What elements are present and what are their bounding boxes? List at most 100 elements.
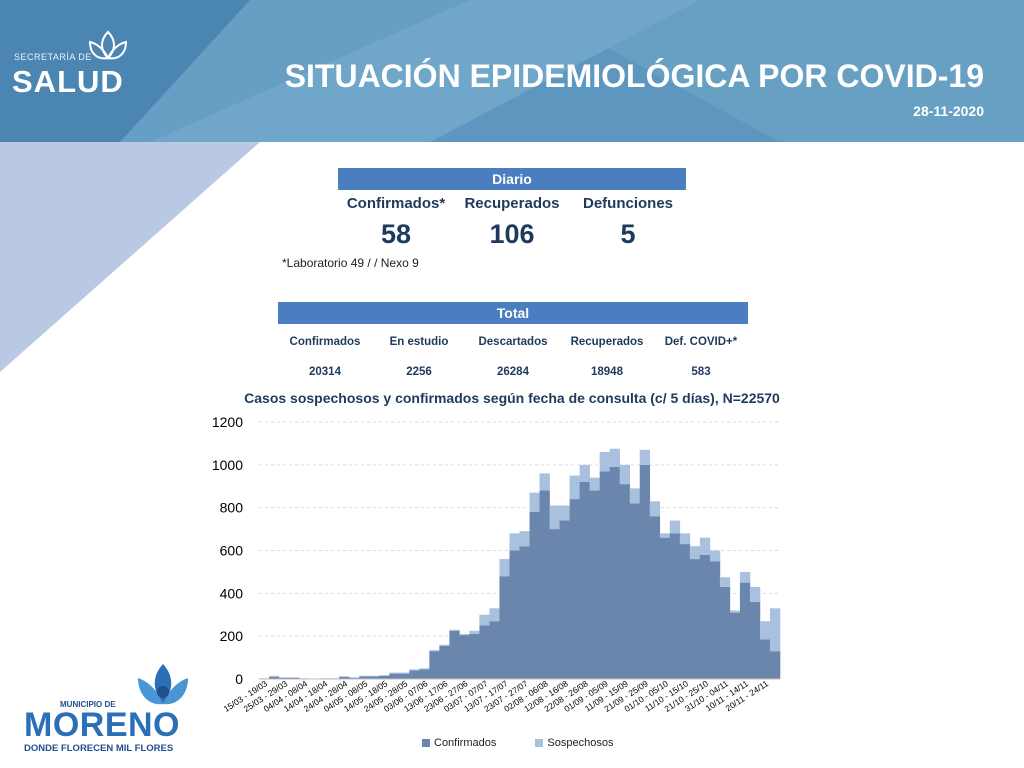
total-label-descartados: Descartados — [478, 336, 548, 348]
bar-confirmados-50 — [759, 639, 771, 679]
bar-sospechosos-41 — [669, 520, 681, 534]
daily-label-recuperados: Recuperados — [464, 195, 560, 212]
bar-sospechosos-35 — [609, 448, 620, 467]
chart-legend: Confirmados Sospechosos — [422, 737, 649, 749]
bar-confirmados-30 — [559, 520, 570, 679]
bar-confirmados-29 — [549, 529, 560, 679]
bar-sospechosos-14 — [399, 672, 410, 674]
bar-confirmados-42 — [679, 544, 691, 679]
bar-sospechosos-23 — [489, 608, 500, 622]
total-value-descartados: 26284 — [497, 366, 529, 378]
bar-confirmados-48 — [739, 582, 751, 680]
bar-sospechosos-38 — [639, 449, 651, 465]
bar-confirmados-44 — [699, 554, 711, 679]
bar-confirmados-8 — [339, 676, 350, 679]
legend-swatch-sospechosos — [535, 739, 544, 748]
bar-confirmados-33 — [589, 490, 600, 679]
secretaria-salud-logo: SECRETARÍA DE SALUD — [12, 28, 142, 99]
total-table: Total Confirmados En estudio Descartados… — [278, 302, 748, 378]
daily-value-defunciones: 5 — [620, 219, 636, 249]
bar-sospechosos-11 — [369, 675, 380, 677]
bar-confirmados-10 — [359, 676, 370, 679]
bar-confirmados-14 — [399, 673, 410, 679]
legend-swatch-confirmados — [422, 739, 430, 748]
bar-confirmados-23 — [489, 621, 500, 679]
bar-sospechosos-48 — [739, 571, 751, 583]
daily-label-defunciones: Defunciones — [582, 195, 673, 212]
bar-sospechosos-18 — [439, 644, 450, 646]
bar-sospechosos-34 — [599, 451, 610, 472]
y-tick-label: 1200 — [212, 414, 243, 430]
bar-confirmados-28 — [539, 490, 550, 679]
bar-sospechosos-40 — [659, 533, 671, 538]
bar-confirmados-13 — [389, 673, 400, 679]
bar-sospechosos-42 — [679, 533, 691, 545]
total-label-recuperados: Recuperados — [570, 336, 644, 348]
side-decoration — [0, 142, 260, 372]
bar-sospechosos-2 — [279, 677, 290, 678]
report-date: 28-11-2020 — [913, 103, 984, 119]
bar-confirmados-32 — [579, 481, 590, 679]
logo-small-text: SECRETARÍA DE — [14, 52, 92, 62]
flower-icon — [88, 30, 128, 60]
bar-sospechosos-25 — [509, 533, 520, 551]
bar-sospechosos-37 — [629, 488, 641, 504]
bar-sospechosos-1 — [269, 675, 280, 677]
bar-confirmados-34 — [599, 471, 610, 679]
bar-sospechosos-43 — [689, 546, 701, 560]
bar-confirmados-36 — [619, 484, 631, 679]
bar-confirmados-2 — [279, 677, 290, 679]
total-value-confirmados: 20314 — [309, 366, 341, 378]
bar-confirmados-45 — [709, 561, 721, 679]
municipio-moreno-logo: MUNICIPIO DE MORENO DONDE FLORECEN MIL F… — [24, 660, 204, 760]
bar-confirmados-15 — [409, 670, 420, 679]
bar-confirmados-20 — [459, 635, 470, 679]
bar-sospechosos-26 — [519, 531, 530, 547]
bar-confirmados-9 — [349, 677, 360, 679]
moreno-logo-tagline: DONDE FLORECEN MIL FLORES — [24, 743, 174, 754]
legend-label-sospechosos: Sospechosos — [547, 737, 614, 750]
bar-sospechosos-32 — [579, 464, 590, 482]
bar-sospechosos-24 — [499, 559, 510, 577]
bar-sospechosos-9 — [349, 677, 360, 678]
legend-label-confirmados: Confirmados — [434, 737, 497, 750]
total-value-recuperados: 18948 — [591, 366, 623, 378]
bar-confirmados-18 — [439, 645, 450, 679]
page-title: SITUACIÓN EPIDEMIOLÓGICA POR COVID-19 — [284, 58, 984, 94]
bar-sospechosos-22 — [479, 614, 490, 626]
bar-sospechosos-8 — [339, 676, 350, 677]
bar-sospechosos-47 — [729, 610, 741, 613]
total-value-en-estudio: 2256 — [406, 366, 432, 378]
bar-confirmados-38 — [639, 464, 651, 679]
bar-sospechosos-21 — [469, 630, 480, 635]
bar-confirmados-26 — [519, 546, 530, 679]
bar-sospechosos-10 — [359, 675, 370, 677]
bar-sospechosos-33 — [589, 477, 600, 491]
bar-confirmados-47 — [729, 612, 741, 679]
total-value-def-covid: 583 — [691, 366, 711, 378]
bar-sospechosos-27 — [529, 492, 540, 512]
bar-confirmados-37 — [629, 503, 641, 679]
flower-logo-icon — [138, 664, 188, 705]
daily-value-recuperados: 106 — [489, 219, 535, 249]
bar-sospechosos-51 — [769, 608, 781, 652]
bar-confirmados-16 — [419, 669, 430, 679]
daily-header: Diario — [338, 168, 686, 190]
logo-big-text: SALUD — [12, 64, 124, 99]
moreno-logo-name: MORENO — [24, 706, 180, 744]
y-tick-label: 800 — [220, 500, 244, 516]
bar-confirmados-22 — [479, 625, 490, 679]
bar-confirmados-49 — [749, 601, 761, 679]
bar-confirmados-12 — [379, 675, 390, 679]
bar-sospechosos-28 — [539, 473, 550, 491]
y-tick-label: 400 — [220, 585, 244, 601]
bar-confirmados-35 — [609, 466, 620, 679]
total-header: Total — [278, 302, 748, 324]
bar-sospechosos-16 — [419, 668, 430, 670]
bar-sospechosos-29 — [549, 505, 560, 530]
total-label-confirmados: Confirmados — [289, 336, 361, 348]
bar-confirmados-21 — [469, 634, 480, 679]
header-banner: SECRETARÍA DE SALUD SITUACIÓN EPIDEMIOLÓ… — [0, 0, 1024, 142]
moreno-logo-top: MUNICIPIO DE — [60, 700, 116, 709]
